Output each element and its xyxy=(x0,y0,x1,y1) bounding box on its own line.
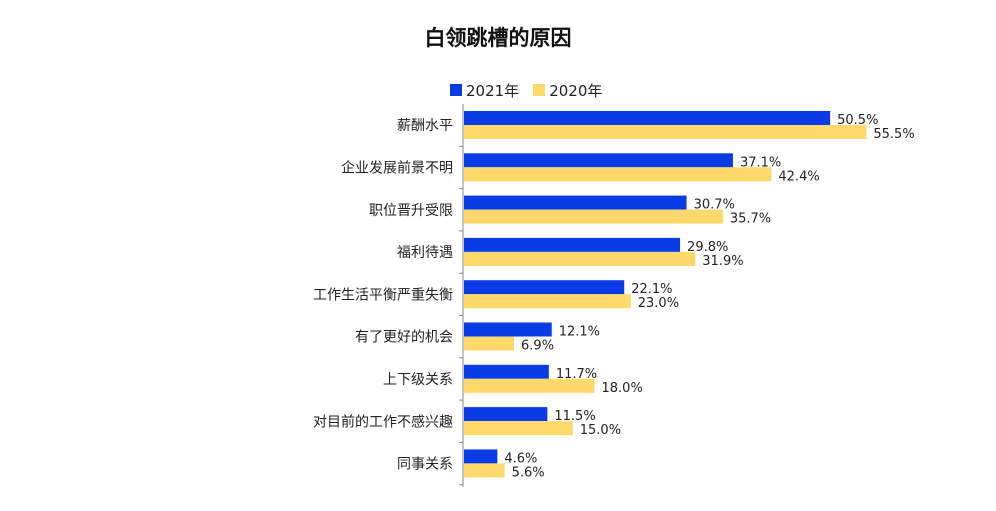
bar-2021 xyxy=(464,280,625,295)
category-label: 上下级关系 xyxy=(383,372,453,388)
legend-label-2020: 2020年 xyxy=(549,81,603,100)
category-label: 职位晋升受限 xyxy=(369,203,453,219)
bar-2021 xyxy=(464,449,498,464)
legend: 2021年 2020年 xyxy=(450,80,616,100)
bar-2020 xyxy=(464,251,696,266)
data-label-2020: 6.9% xyxy=(521,339,554,354)
category-label: 有了更好的机会 xyxy=(355,330,453,346)
data-label-2021: 50.5% xyxy=(837,113,878,128)
legend-item-2020: 2020年 xyxy=(533,80,602,101)
data-label-2021: 37.1% xyxy=(740,155,781,170)
category-label: 同事关系 xyxy=(397,457,453,473)
data-label-2021: 12.1% xyxy=(559,325,600,340)
bar-2021 xyxy=(464,153,733,168)
bar-2020 xyxy=(464,125,867,139)
data-label-2020: 5.6% xyxy=(512,465,545,480)
data-label-2020: 15.0% xyxy=(580,423,621,438)
data-label-2020: 55.5% xyxy=(873,127,914,142)
data-label-2020: 18.0% xyxy=(602,381,643,396)
bar-2020 xyxy=(464,167,772,182)
chart-title: 白领跳槽的原因 xyxy=(424,26,572,50)
bar-2021 xyxy=(464,364,549,379)
data-label-2021: 11.5% xyxy=(554,409,595,424)
bar-2020 xyxy=(464,421,573,436)
bar-2020 xyxy=(464,209,723,224)
data-label-2021: 22.1% xyxy=(631,282,672,297)
data-label-2021: 4.6% xyxy=(504,451,537,466)
data-label-2020: 23.0% xyxy=(638,296,679,311)
bar-2021 xyxy=(464,111,831,125)
bar-2020 xyxy=(464,336,515,351)
legend-swatch-2020 xyxy=(533,84,546,96)
bar-2021 xyxy=(464,237,681,252)
category-label: 薪酬水平 xyxy=(397,118,453,134)
legend-swatch-2021 xyxy=(450,84,462,96)
bar-2020 xyxy=(464,294,631,309)
bar-2020 xyxy=(464,378,595,393)
bar-2020 xyxy=(464,463,505,478)
data-label-2021: 30.7% xyxy=(694,198,735,213)
bar-2021 xyxy=(464,407,548,422)
category-label: 福利待遇 xyxy=(397,245,453,261)
data-label-2020: 42.4% xyxy=(778,169,819,184)
legend-label-2021: 2021年 xyxy=(466,81,520,100)
category-label: 对目前的工作不感兴趣 xyxy=(313,413,453,430)
data-label-2021: 11.7% xyxy=(556,367,597,382)
data-label-2021: 29.8% xyxy=(687,240,728,255)
bar-2021 xyxy=(464,322,552,337)
legend-item-2021: 2021年 xyxy=(450,80,519,101)
data-label-2020: 31.9% xyxy=(702,254,743,269)
bar-2021 xyxy=(464,195,687,210)
category-label: 工作生活平衡严重失衡 xyxy=(313,287,453,303)
data-label-2020: 35.7% xyxy=(730,212,771,227)
category-label: 企业发展前景不明 xyxy=(341,159,453,176)
